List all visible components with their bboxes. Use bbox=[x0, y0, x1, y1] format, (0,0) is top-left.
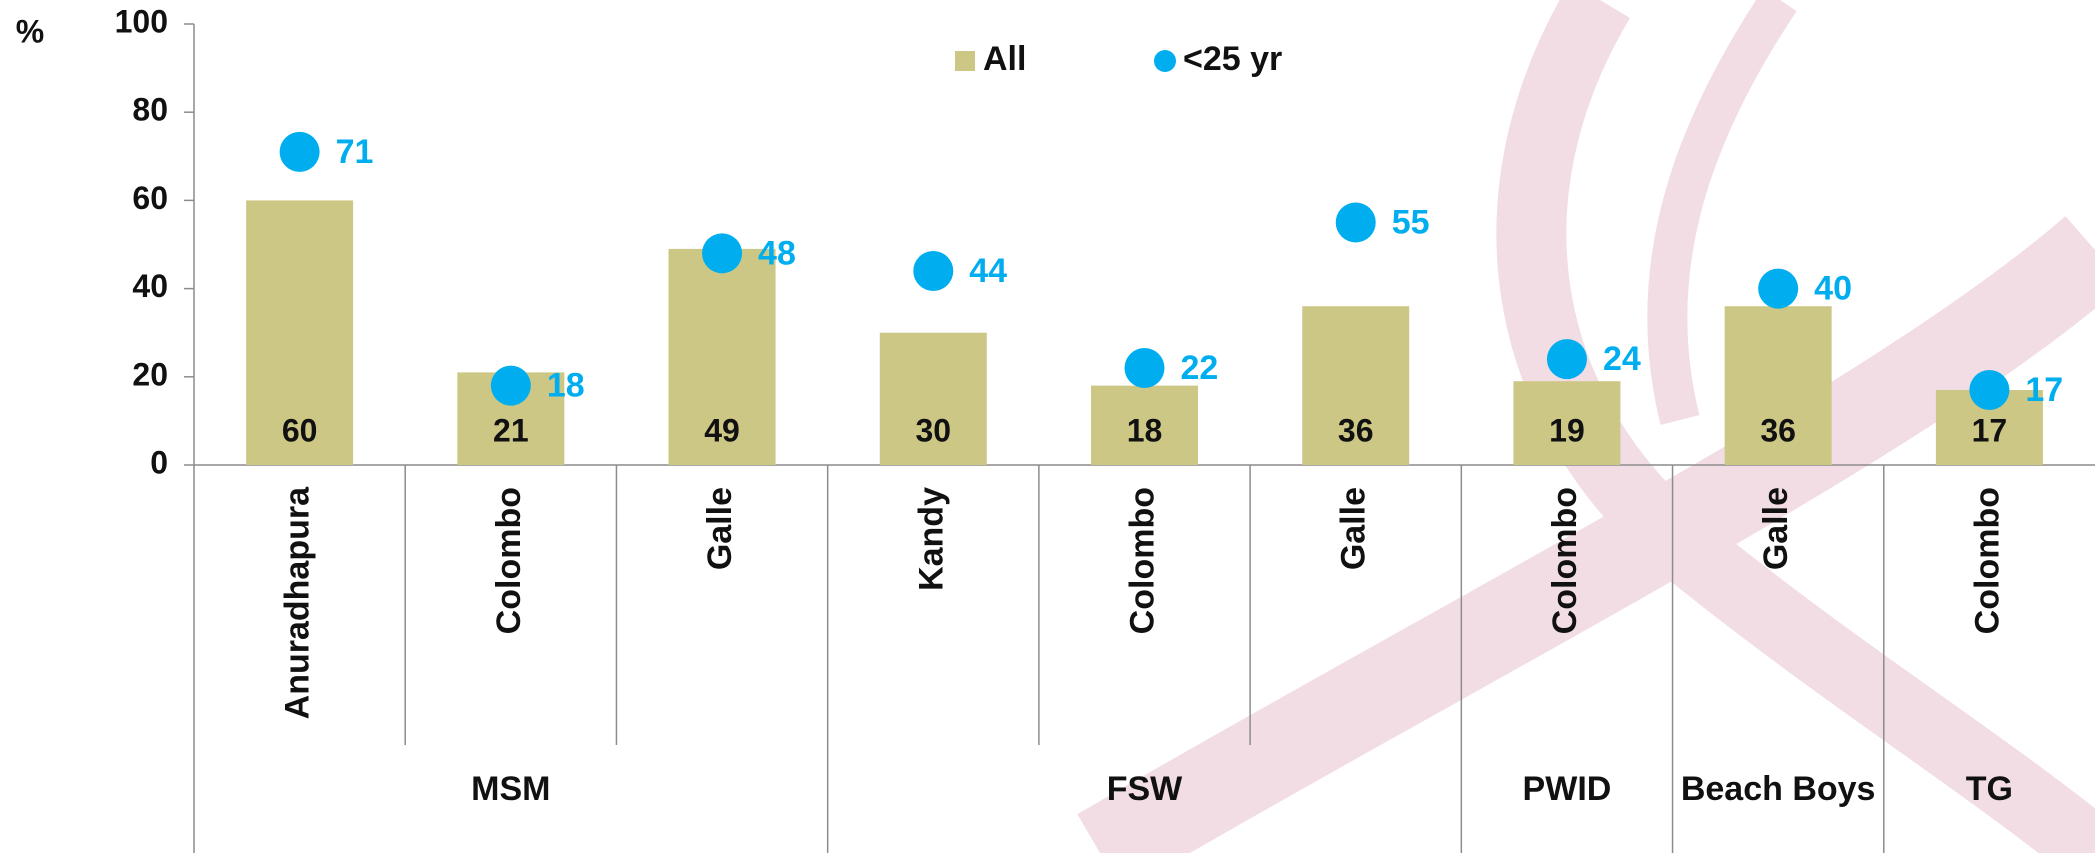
x-tick-label: Kandy bbox=[912, 487, 950, 591]
legend-swatch bbox=[1154, 50, 1176, 72]
legend-swatch bbox=[955, 51, 975, 71]
dot-value-label: 40 bbox=[1814, 270, 1852, 308]
group-label: FSW bbox=[1045, 768, 1245, 810]
dot-value-label: 48 bbox=[758, 234, 796, 272]
y-tick-label: 80 bbox=[132, 92, 168, 128]
bar-value-label: 36 bbox=[1760, 412, 1796, 448]
group-label: PWID bbox=[1467, 768, 1667, 810]
bar-value-label: 17 bbox=[1972, 412, 2008, 448]
legend-label: All bbox=[983, 40, 1026, 78]
dot bbox=[702, 233, 742, 273]
page: {"chart_data": {"type": "bar", "ylabel":… bbox=[0, 0, 2095, 853]
dot bbox=[913, 251, 953, 291]
dot bbox=[280, 132, 320, 172]
dot-value-label: 44 bbox=[969, 252, 1007, 290]
bar-value-label: 36 bbox=[1338, 412, 1374, 448]
bar-value-label: 49 bbox=[704, 412, 740, 448]
y-tick-label: 20 bbox=[132, 356, 168, 392]
y-tick-label: 0 bbox=[150, 444, 168, 480]
y-tick-label: 40 bbox=[132, 268, 168, 304]
bar-value-label: 18 bbox=[1127, 412, 1163, 448]
dot-value-label: 22 bbox=[1181, 349, 1219, 387]
x-tick-label: Anuradhapura bbox=[279, 486, 317, 719]
dot bbox=[491, 366, 531, 406]
dot-value-label: 55 bbox=[1392, 203, 1430, 241]
dot bbox=[1336, 202, 1376, 242]
bar-value-label: 60 bbox=[282, 412, 318, 448]
x-tick-label: Galle bbox=[701, 487, 739, 570]
dot bbox=[1125, 348, 1165, 388]
dot bbox=[1758, 269, 1798, 309]
dot-value-label: 71 bbox=[336, 133, 374, 171]
legend-label: <25 yr bbox=[1183, 40, 1282, 78]
bar-value-label: 30 bbox=[915, 412, 951, 448]
x-tick-label: Colombo bbox=[1546, 487, 1584, 634]
dot-value-label: 24 bbox=[1603, 340, 1641, 378]
x-tick-label: Colombo bbox=[490, 487, 528, 634]
group-label: MSM bbox=[411, 768, 611, 810]
y-tick-label: 60 bbox=[132, 180, 168, 216]
dot-value-label: 17 bbox=[2025, 371, 2063, 409]
group-label: Beach Boys bbox=[1678, 768, 1878, 810]
y-tick-label: 100 bbox=[115, 3, 168, 39]
x-tick-label: Colombo bbox=[1123, 487, 1161, 634]
x-tick-label: Colombo bbox=[1968, 487, 2006, 634]
dot bbox=[1547, 339, 1587, 379]
x-tick-label: Galle bbox=[1757, 487, 1795, 570]
dot bbox=[1969, 370, 2009, 410]
y-axis-label: % bbox=[16, 13, 44, 49]
group-label: TG bbox=[1889, 768, 2089, 810]
bar-value-label: 21 bbox=[493, 412, 529, 448]
bar-value-label: 19 bbox=[1549, 412, 1585, 448]
chart: % 0 20 40 60 80 100 Anuradhapura Colombo Galle Ka… bbox=[0, 0, 2095, 853]
dot-value-label: 18 bbox=[547, 367, 585, 405]
x-tick-label: Galle bbox=[1335, 487, 1373, 570]
